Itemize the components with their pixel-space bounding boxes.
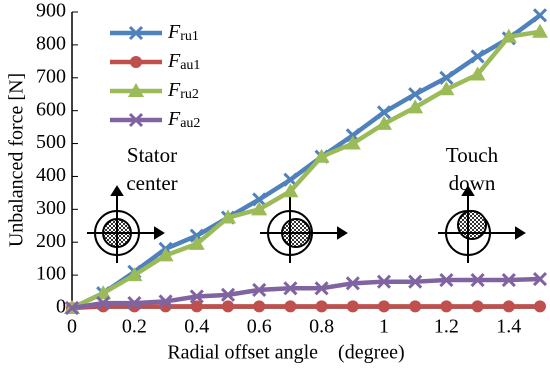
x-tick-label: 0 bbox=[67, 316, 77, 338]
legend-marker bbox=[128, 25, 144, 41]
point bbox=[315, 300, 328, 313]
point bbox=[439, 272, 454, 288]
point bbox=[407, 99, 424, 114]
x-tick-label: 0.6 bbox=[247, 316, 272, 338]
y-tick-label: 300 bbox=[36, 197, 66, 219]
point bbox=[346, 300, 359, 313]
point bbox=[220, 209, 236, 224]
x-tick-label: 0.2 bbox=[122, 316, 147, 338]
point bbox=[251, 201, 268, 216]
x-tick-label: 1.4 bbox=[496, 316, 521, 338]
point bbox=[158, 294, 173, 309]
point bbox=[378, 300, 390, 313]
x-tick-label: 0.4 bbox=[184, 316, 209, 338]
y-tick-label: 700 bbox=[36, 65, 66, 87]
point bbox=[376, 115, 392, 130]
point bbox=[344, 135, 361, 150]
point bbox=[532, 23, 548, 38]
legend-label: Fau2 bbox=[167, 108, 200, 132]
point bbox=[282, 183, 299, 198]
point bbox=[252, 192, 267, 207]
series-line bbox=[71, 29, 541, 311]
x-axis-title: Radial offset angle (degree) bbox=[167, 342, 404, 364]
point bbox=[408, 274, 423, 289]
point bbox=[345, 276, 360, 291]
y-tick-label: 100 bbox=[36, 263, 66, 285]
point bbox=[409, 300, 422, 313]
y-tick-label: 200 bbox=[36, 230, 66, 252]
y-tick-label: 0 bbox=[56, 296, 66, 318]
point bbox=[438, 81, 455, 96]
point bbox=[222, 300, 234, 313]
series-line bbox=[71, 276, 541, 311]
point bbox=[96, 296, 111, 311]
y-tick-label: 800 bbox=[36, 32, 66, 54]
point bbox=[314, 281, 329, 296]
y-tick-label: 500 bbox=[36, 131, 66, 153]
annotation: down bbox=[449, 171, 496, 195]
point bbox=[313, 148, 330, 163]
point bbox=[532, 271, 548, 287]
y-axis-title: Unbalanced force [N] bbox=[6, 73, 28, 247]
x-tick-label: 0.8 bbox=[309, 316, 334, 338]
series-line bbox=[71, 304, 540, 311]
annotation: Stator bbox=[127, 143, 177, 167]
y-tick-label: 600 bbox=[36, 98, 66, 120]
point bbox=[127, 296, 142, 311]
annotation: Touch bbox=[446, 143, 499, 167]
point bbox=[190, 300, 203, 313]
rotor-icon bbox=[260, 185, 348, 263]
point bbox=[471, 300, 484, 313]
point bbox=[220, 287, 236, 302]
point bbox=[440, 300, 453, 313]
x-tick-label: 1 bbox=[379, 316, 389, 338]
point bbox=[188, 235, 205, 250]
point bbox=[501, 272, 516, 288]
x-tick-label: 1.2 bbox=[434, 316, 459, 338]
point bbox=[126, 267, 143, 282]
point bbox=[283, 281, 298, 296]
point bbox=[376, 274, 392, 289]
point bbox=[408, 87, 423, 102]
y-tick-label: 900 bbox=[36, 0, 66, 22]
legend-label: Fau1 bbox=[167, 50, 200, 74]
point bbox=[157, 247, 174, 262]
point bbox=[64, 300, 80, 316]
legend-marker bbox=[128, 112, 144, 128]
legend-marker bbox=[130, 56, 142, 68]
legend-marker bbox=[128, 83, 144, 97]
point bbox=[284, 300, 297, 313]
point bbox=[95, 285, 112, 300]
point bbox=[439, 70, 454, 85]
y-tick-label: 400 bbox=[36, 164, 66, 186]
series-line bbox=[71, 13, 542, 311]
point bbox=[500, 28, 517, 43]
rotor-icon bbox=[87, 185, 165, 263]
point bbox=[534, 300, 546, 313]
legend-label: Fru1 bbox=[167, 21, 199, 45]
point bbox=[502, 300, 515, 313]
point bbox=[532, 8, 548, 23]
legend-label: Fru2 bbox=[167, 79, 199, 103]
icons bbox=[87, 185, 526, 263]
point bbox=[469, 66, 486, 81]
rotor-icon bbox=[438, 185, 526, 263]
point bbox=[376, 105, 392, 120]
point bbox=[189, 289, 204, 304]
annotation: center bbox=[126, 171, 177, 195]
point bbox=[252, 282, 267, 297]
point bbox=[253, 300, 266, 313]
point bbox=[470, 49, 485, 64]
point bbox=[470, 272, 485, 288]
